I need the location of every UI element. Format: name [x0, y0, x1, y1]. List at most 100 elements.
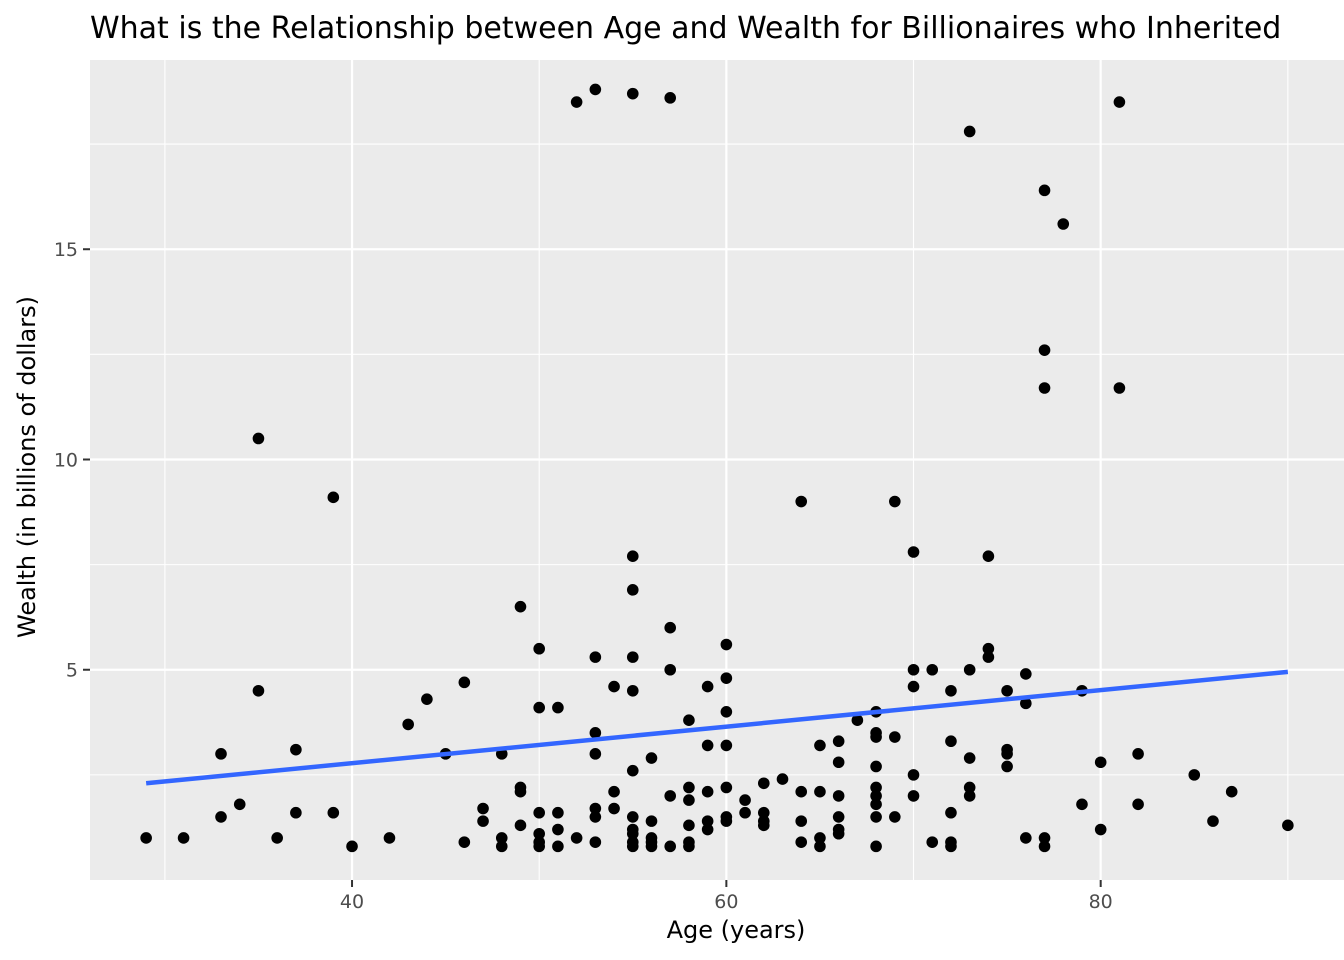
data-point — [963, 790, 976, 802]
data-point — [795, 836, 808, 848]
data-point — [477, 815, 489, 827]
data-point — [664, 621, 677, 634]
data-point — [626, 584, 639, 596]
data-point — [1113, 382, 1126, 394]
data-point — [795, 785, 808, 798]
data-point — [963, 752, 976, 764]
data-point — [421, 693, 433, 705]
data-point — [1038, 832, 1051, 844]
data-point — [683, 840, 695, 853]
data-point — [945, 735, 957, 748]
data-point — [589, 802, 602, 815]
data-point — [795, 815, 808, 827]
data-point — [926, 836, 939, 848]
data-point — [1225, 785, 1238, 798]
data-point — [346, 840, 358, 853]
data-point — [851, 714, 864, 727]
data-point — [215, 811, 227, 823]
data-point — [832, 811, 845, 823]
data-point — [870, 760, 882, 773]
data-point — [608, 680, 620, 693]
data-point — [626, 684, 639, 697]
data-point — [832, 756, 845, 769]
data-point — [982, 642, 995, 655]
data-point — [739, 806, 751, 819]
data-point — [701, 680, 714, 693]
data-point — [907, 769, 920, 781]
data-point — [626, 811, 639, 823]
data-point — [327, 806, 340, 819]
data-point — [402, 718, 414, 731]
data-points — [140, 83, 1294, 853]
data-point — [945, 840, 957, 853]
data-point — [1001, 748, 1013, 760]
data-point — [290, 806, 302, 819]
grid-lines — [90, 60, 1344, 880]
data-point — [870, 798, 882, 811]
data-point — [252, 432, 265, 445]
data-point — [701, 785, 714, 798]
data-point — [982, 651, 995, 663]
data-point — [870, 781, 882, 794]
data-point — [870, 731, 882, 743]
data-point — [514, 819, 527, 832]
data-point — [776, 773, 789, 785]
y-tick-label: 15 — [54, 239, 78, 261]
data-point — [215, 748, 227, 760]
data-point — [608, 802, 620, 815]
axis-ticks: 40 60 80 5 10 15 — [54, 239, 1113, 913]
data-point — [177, 832, 190, 844]
data-point — [814, 739, 826, 752]
data-point — [290, 743, 302, 756]
data-point — [683, 794, 695, 806]
data-point — [757, 777, 770, 790]
data-point — [140, 832, 152, 844]
data-point — [757, 819, 770, 832]
data-point — [701, 823, 714, 836]
data-point — [832, 790, 845, 802]
data-point — [1020, 832, 1032, 844]
data-point — [533, 840, 545, 853]
data-point — [945, 684, 957, 697]
data-point — [626, 550, 639, 563]
data-point — [477, 802, 489, 815]
data-point — [458, 836, 471, 848]
data-point — [252, 684, 265, 697]
data-point — [589, 651, 602, 663]
data-point — [889, 811, 901, 823]
chart-title: What is the Relationship between Age and… — [90, 11, 1281, 46]
data-point — [1076, 798, 1088, 811]
data-point — [926, 663, 939, 676]
data-point — [832, 735, 845, 748]
data-point — [701, 815, 714, 827]
data-point — [1188, 769, 1201, 781]
data-point — [495, 840, 508, 853]
data-point — [1113, 96, 1126, 108]
data-point — [889, 495, 901, 508]
data-point — [907, 546, 920, 558]
data-point — [383, 832, 396, 844]
data-point — [664, 840, 677, 853]
data-point — [1020, 668, 1032, 680]
data-point — [664, 790, 677, 802]
data-point — [608, 785, 620, 798]
y-axis-title: Wealth (in billions of dollars) — [13, 296, 41, 638]
data-point — [1001, 684, 1013, 697]
x-tick-label: 80 — [1089, 891, 1113, 913]
data-point — [907, 663, 920, 676]
data-point — [1020, 697, 1032, 710]
data-point — [589, 836, 602, 848]
data-point — [1094, 823, 1107, 836]
y-tick-label: 10 — [54, 449, 78, 471]
data-point — [533, 806, 545, 819]
data-point — [570, 832, 583, 844]
data-point — [645, 840, 658, 853]
data-point — [1038, 344, 1051, 356]
data-point — [664, 663, 677, 676]
plot-panel — [90, 60, 1344, 880]
data-point — [720, 705, 733, 718]
data-point — [963, 781, 976, 794]
y-tick-label: 5 — [66, 660, 78, 682]
data-point — [589, 811, 602, 823]
